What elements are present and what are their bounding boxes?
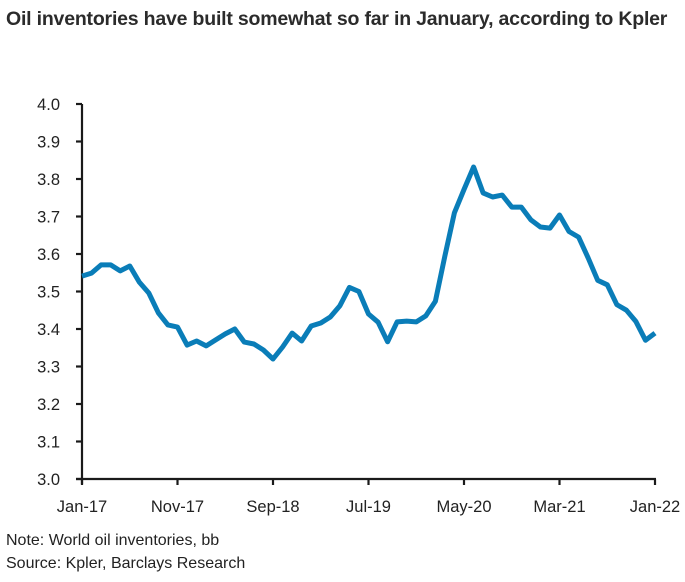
y-tick-label: 3.3 xyxy=(37,359,60,377)
x-tick-label: Mar-21 xyxy=(533,498,585,516)
chart-source: Source: Kpler, Barclays Research xyxy=(6,555,246,572)
chart-title: Oil inventories have built somewhat so f… xyxy=(6,8,668,30)
y-tick-label: 3.5 xyxy=(37,284,60,302)
x-tick-label: May-20 xyxy=(436,498,491,516)
y-tick-label: 3.7 xyxy=(37,209,60,227)
x-tick-label: Nov-17 xyxy=(151,498,204,516)
y-tick-label: 3.2 xyxy=(37,396,60,414)
x-tick-label: Jul-19 xyxy=(346,498,391,516)
x-tick-label: Sep-18 xyxy=(246,498,299,516)
x-tick-label: Jan-17 xyxy=(57,498,107,516)
y-tick-label: 3.1 xyxy=(37,434,60,452)
chart-note: Note: World oil inventories, bb xyxy=(6,532,220,549)
y-tick-label: 3.6 xyxy=(37,246,60,264)
x-tick-label: Jan-22 xyxy=(630,498,680,516)
series-line xyxy=(81,164,657,362)
y-axis: 4.0 3.9 3.8 3.7 3.6 3.5 3.4 3.3 3.2 3.1 3.0 xyxy=(37,96,84,489)
y-tick-label: 3.9 xyxy=(37,134,60,152)
y-tick-label: 3.4 xyxy=(37,321,60,339)
y-tick-label: 3.0 xyxy=(37,471,60,489)
series-group xyxy=(81,164,657,362)
y-tick-label: 4.0 xyxy=(37,96,60,114)
x-axis: Jan-17 Nov-17 Sep-18 Jul-19 May-20 Mar-21 Jan-… xyxy=(57,477,680,516)
y-tick-label: 3.8 xyxy=(37,171,60,189)
